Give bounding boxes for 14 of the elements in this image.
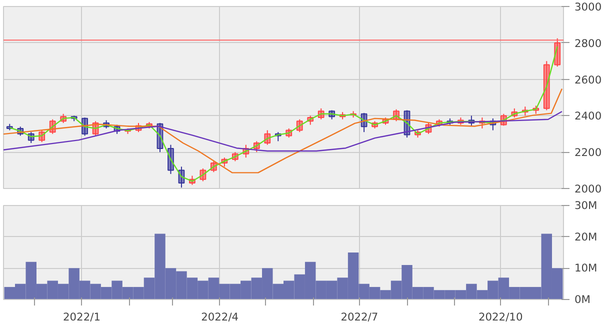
x-tick-label: 2022/4 <box>201 310 239 324</box>
x-tick-label: 2022/10 <box>478 310 523 324</box>
y-tick-label: 10M <box>574 262 598 275</box>
y-tick-label: 2200 <box>574 146 602 160</box>
y-tick-label: 2800 <box>574 36 602 50</box>
x-tick-label: 2022/7 <box>340 310 378 324</box>
y-tick-label: 2000 <box>574 182 602 196</box>
y-tick-label: 2400 <box>574 110 602 123</box>
y-tick-label: 3000 <box>574 0 602 14</box>
y-tick-label: 20M <box>574 230 598 244</box>
y-tick-label: 0M <box>574 293 590 306</box>
x-tick-label: 2022/1 <box>63 310 100 324</box>
y-tick-label: 30M <box>574 199 598 212</box>
y-tick-label: 2600 <box>574 73 602 86</box>
